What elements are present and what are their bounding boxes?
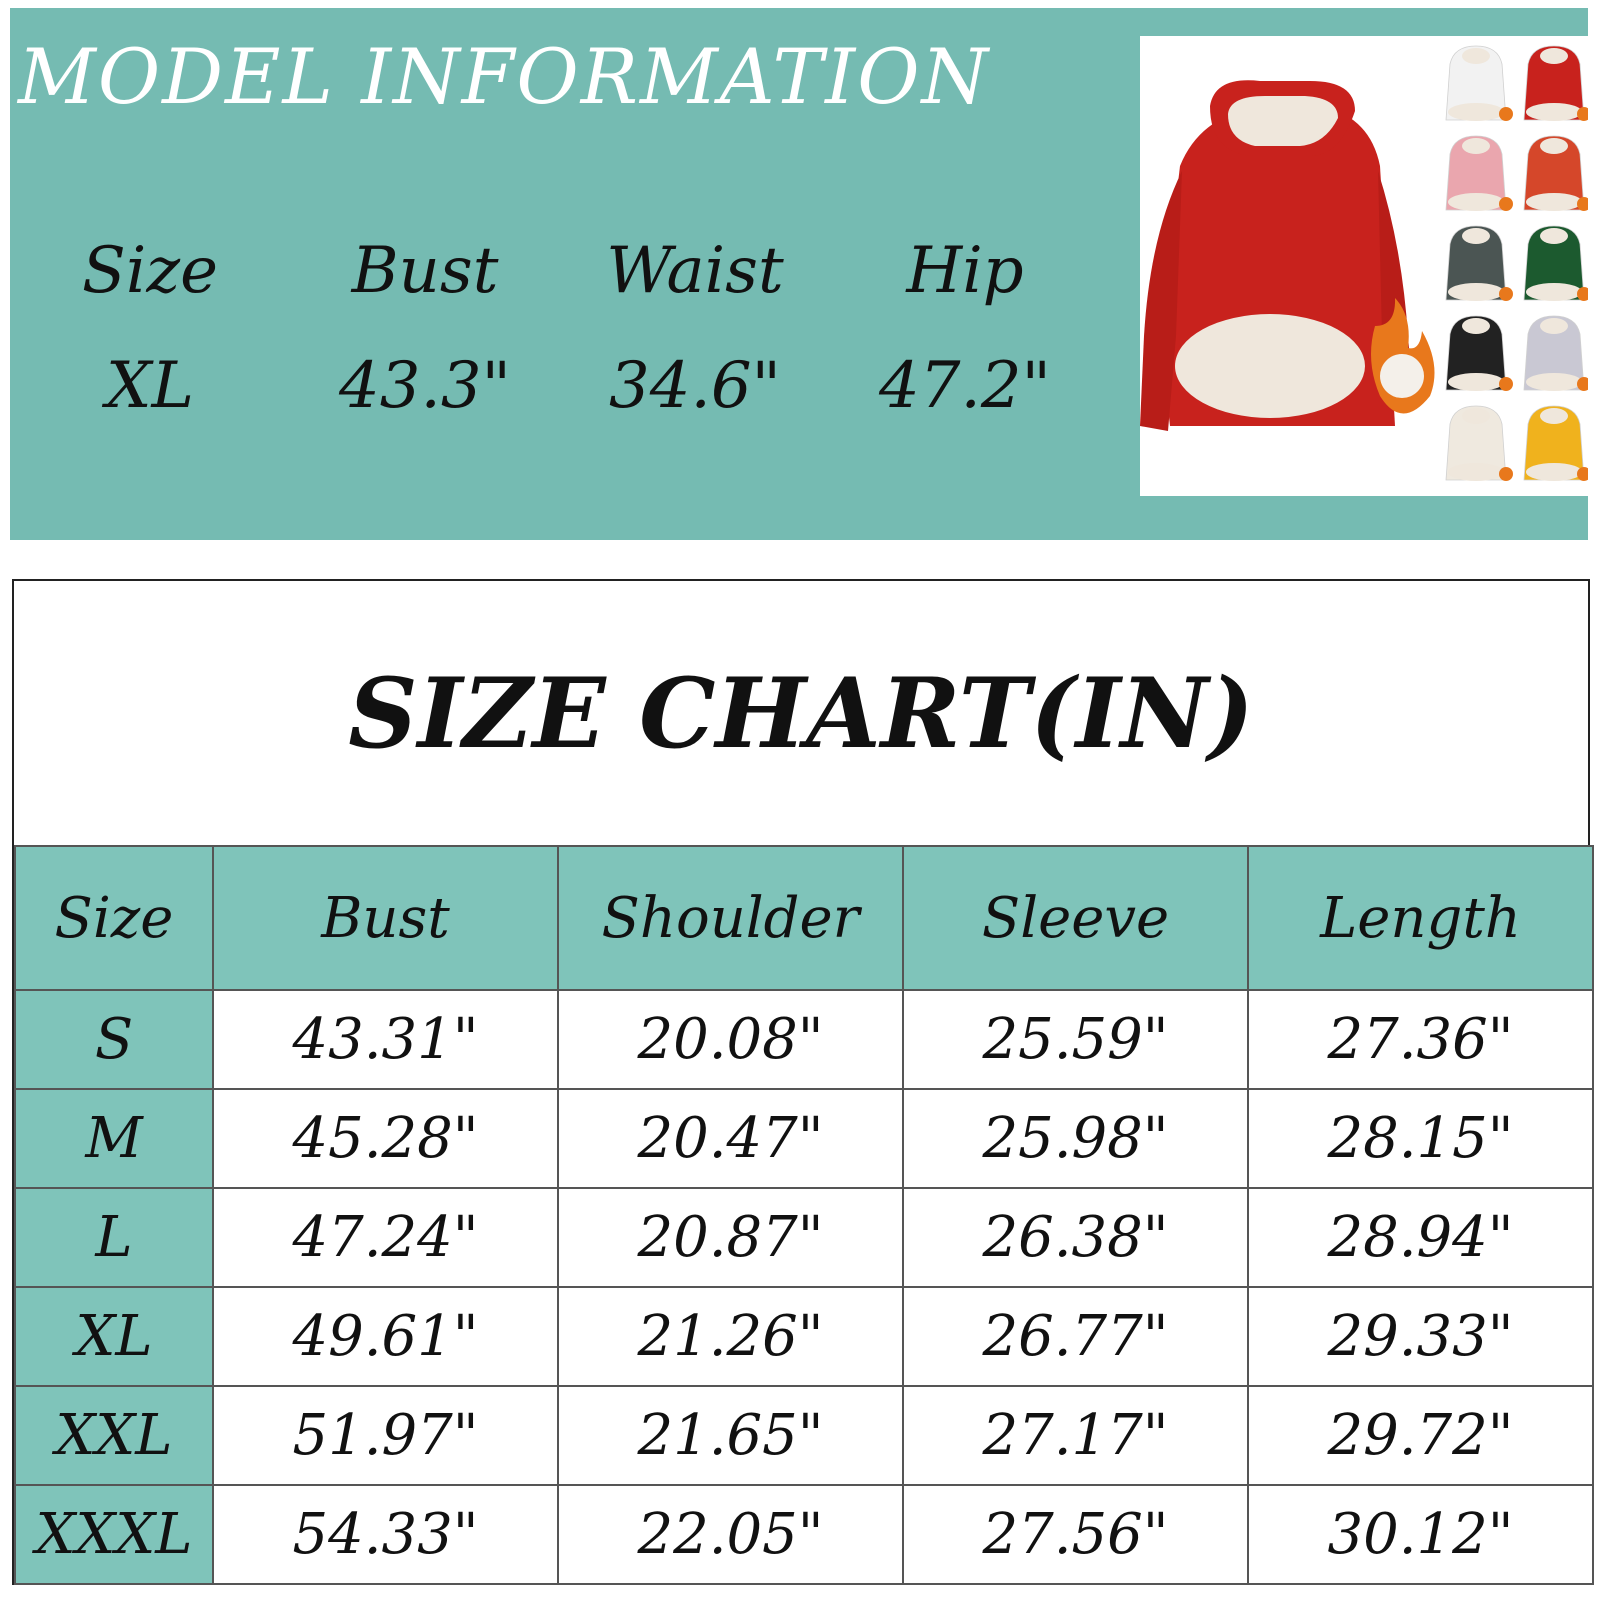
table-row: S 43.31" 20.08" 25.59" 27.36" xyxy=(14,989,1594,1090)
model-header-row: Size Bust Waist Hip xyxy=(10,213,1140,328)
flame-fleece-ball xyxy=(1380,354,1424,398)
fleece-lining xyxy=(1175,314,1365,418)
model-header-waist: Waist xyxy=(606,233,784,308)
model-header-bust: Bust xyxy=(351,233,499,308)
shoulder-value: 22.05" xyxy=(557,1484,904,1585)
shoulder-value: 21.65" xyxy=(557,1385,904,1486)
table-row: XXL 51.97" 21.65" 27.17" 29.72" xyxy=(14,1385,1594,1486)
size-label: L xyxy=(14,1187,214,1288)
sleeve-value: 25.59" xyxy=(902,989,1249,1090)
color-swatch xyxy=(1523,315,1588,391)
color-swatch xyxy=(1445,45,1513,121)
hood-lining xyxy=(1228,96,1338,146)
bust-value: 43.31" xyxy=(212,989,559,1090)
length-value: 30.12" xyxy=(1247,1484,1594,1585)
size-chart-header-row: Size Bust Shoulder Sleeve Length xyxy=(14,845,1594,991)
bust-value: 45.28" xyxy=(212,1088,559,1189)
size-label: XXXL xyxy=(14,1484,214,1585)
size-chart-table: Size Bust Shoulder Sleeve Length S 43.31… xyxy=(14,845,1594,1585)
model-info-panel: MODEL INFORMATION Size Bust Waist Hip XL… xyxy=(10,8,1588,540)
sleeve-value: 25.98" xyxy=(902,1088,1249,1189)
length-value: 29.72" xyxy=(1247,1385,1594,1486)
shoulder-value: 20.08" xyxy=(557,989,904,1090)
table-row: L 47.24" 20.87" 26.38" 28.94" xyxy=(14,1187,1594,1288)
model-values-row: XL 43.3" 34.6" 47.2" xyxy=(10,328,1140,443)
size-label: S xyxy=(14,989,214,1090)
bust-value: 47.24" xyxy=(212,1187,559,1288)
color-swatch xyxy=(1445,315,1513,391)
color-swatch xyxy=(1523,135,1588,211)
model-header-hip: Hip xyxy=(906,233,1024,308)
color-swatch xyxy=(1445,225,1513,301)
product-photo xyxy=(1140,36,1588,496)
color-swatch xyxy=(1445,135,1513,211)
header-length: Length xyxy=(1247,845,1594,991)
size-label: XXL xyxy=(14,1385,214,1486)
bust-value: 54.33" xyxy=(212,1484,559,1585)
table-row: XXXL 54.33" 22.05" 27.56" 30.12" xyxy=(14,1484,1594,1585)
sleeve-value: 26.77" xyxy=(902,1286,1249,1387)
color-swatch xyxy=(1445,405,1513,481)
model-value-bust: 43.3" xyxy=(339,348,511,423)
header-sleeve: Sleeve xyxy=(902,845,1249,991)
header-shoulder: Shoulder xyxy=(557,845,904,991)
shoulder-value: 20.87" xyxy=(557,1187,904,1288)
model-value-waist: 34.6" xyxy=(609,348,781,423)
sleeve-value: 26.38" xyxy=(902,1187,1249,1288)
hoodie-illustration xyxy=(1140,45,1588,481)
model-value-hip: 47.2" xyxy=(879,348,1051,423)
table-row: M 45.28" 20.47" 25.98" 28.15" xyxy=(14,1088,1594,1189)
model-value-size: XL xyxy=(105,348,195,423)
color-swatch xyxy=(1523,405,1588,481)
model-info-table: Size Bust Waist Hip XL 43.3" 34.6" 47.2" xyxy=(10,213,1140,443)
sleeve-value: 27.56" xyxy=(902,1484,1249,1585)
hoodie-left-sleeve xyxy=(1140,171,1182,431)
length-value: 28.15" xyxy=(1247,1088,1594,1189)
table-row: XL 49.61" 21.26" 26.77" 29.33" xyxy=(14,1286,1594,1387)
model-info-title: MODEL INFORMATION xyxy=(18,32,991,121)
model-header-size: Size xyxy=(82,233,218,308)
color-swatches xyxy=(1445,45,1588,481)
bust-value: 51.97" xyxy=(212,1385,559,1486)
bust-value: 49.61" xyxy=(212,1286,559,1387)
length-value: 28.94" xyxy=(1247,1187,1594,1288)
size-label: XL xyxy=(14,1286,214,1387)
color-swatch xyxy=(1523,225,1588,301)
shoulder-value: 20.47" xyxy=(557,1088,904,1189)
size-label: M xyxy=(14,1088,214,1189)
header-size: Size xyxy=(14,845,214,991)
length-value: 27.36" xyxy=(1247,989,1594,1090)
size-chart-panel: SIZE CHART(IN) Size Bust Shoulder Sleeve… xyxy=(12,579,1594,1585)
length-value: 29.33" xyxy=(1247,1286,1594,1387)
color-swatch xyxy=(1523,45,1588,121)
sleeve-value: 27.17" xyxy=(902,1385,1249,1486)
size-chart-title: SIZE CHART(IN) xyxy=(348,656,1254,770)
shoulder-value: 21.26" xyxy=(557,1286,904,1387)
header-bust: Bust xyxy=(212,845,559,991)
